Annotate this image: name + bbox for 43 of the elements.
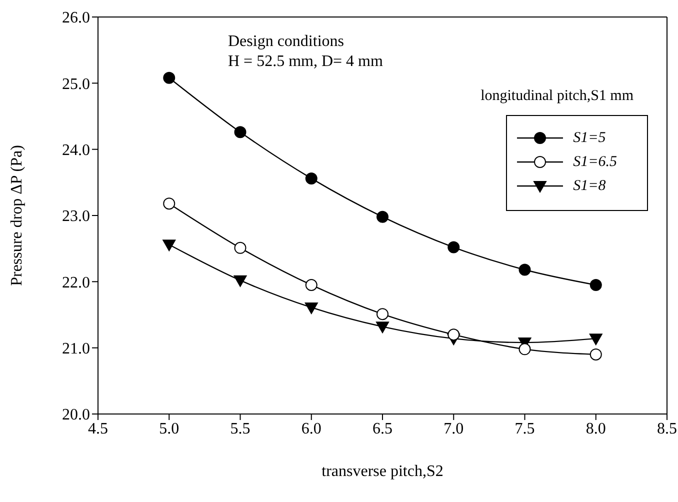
point	[589, 334, 602, 346]
x-tick-label: 5.0	[159, 420, 180, 438]
point	[234, 126, 246, 138]
point	[162, 240, 176, 252]
point	[305, 278, 318, 291]
annotation: H = 52.5 mm, D= 4 mm	[228, 52, 383, 72]
point	[448, 328, 460, 341]
point	[448, 241, 460, 254]
x-tick-label: 7.5	[514, 420, 535, 438]
x-tick-label: 6.5	[372, 420, 392, 438]
y-tick-label: 22.0	[62, 274, 90, 292]
point	[305, 172, 318, 184]
point	[234, 242, 246, 254]
y-tick-label: 23.0	[62, 208, 90, 226]
legend-label: S1=6.5	[573, 154, 617, 170]
point	[376, 210, 388, 223]
y-tick-label: 25.0	[62, 76, 90, 93]
y-tick-label: 26.0	[62, 10, 90, 27]
y-tick-label: 24.0	[62, 142, 90, 160]
x-tick-label: 5.5	[230, 420, 250, 438]
x-axis-title: transverse pitch,S2	[322, 463, 444, 480]
annotation: Design conditions	[228, 32, 345, 52]
point	[163, 72, 176, 84]
legend-title: longitudinal pitch,S1 mm	[480, 88, 635, 105]
y-axis-title: Pressure drop ΔP (Pa)	[8, 145, 26, 286]
legend-label: S1=5	[573, 130, 606, 146]
y-tick-label: 21.0	[62, 340, 90, 358]
x-tick-label: 7.0	[444, 420, 464, 438]
point	[590, 348, 602, 360]
x-tick-label: 8.5	[657, 420, 677, 438]
point	[163, 198, 176, 210]
legend-label: S1=8	[573, 178, 606, 194]
point	[376, 322, 389, 334]
x-tick-label: 4.5	[88, 420, 108, 438]
point	[518, 343, 531, 356]
point	[234, 275, 247, 287]
y-tick-label: 20.0	[62, 406, 90, 424]
point	[376, 308, 388, 320]
x-tick-label: 8.0	[586, 420, 606, 438]
point	[590, 278, 602, 291]
x-tick-label: 6.0	[301, 420, 322, 438]
point	[304, 302, 318, 314]
point	[518, 264, 531, 276]
